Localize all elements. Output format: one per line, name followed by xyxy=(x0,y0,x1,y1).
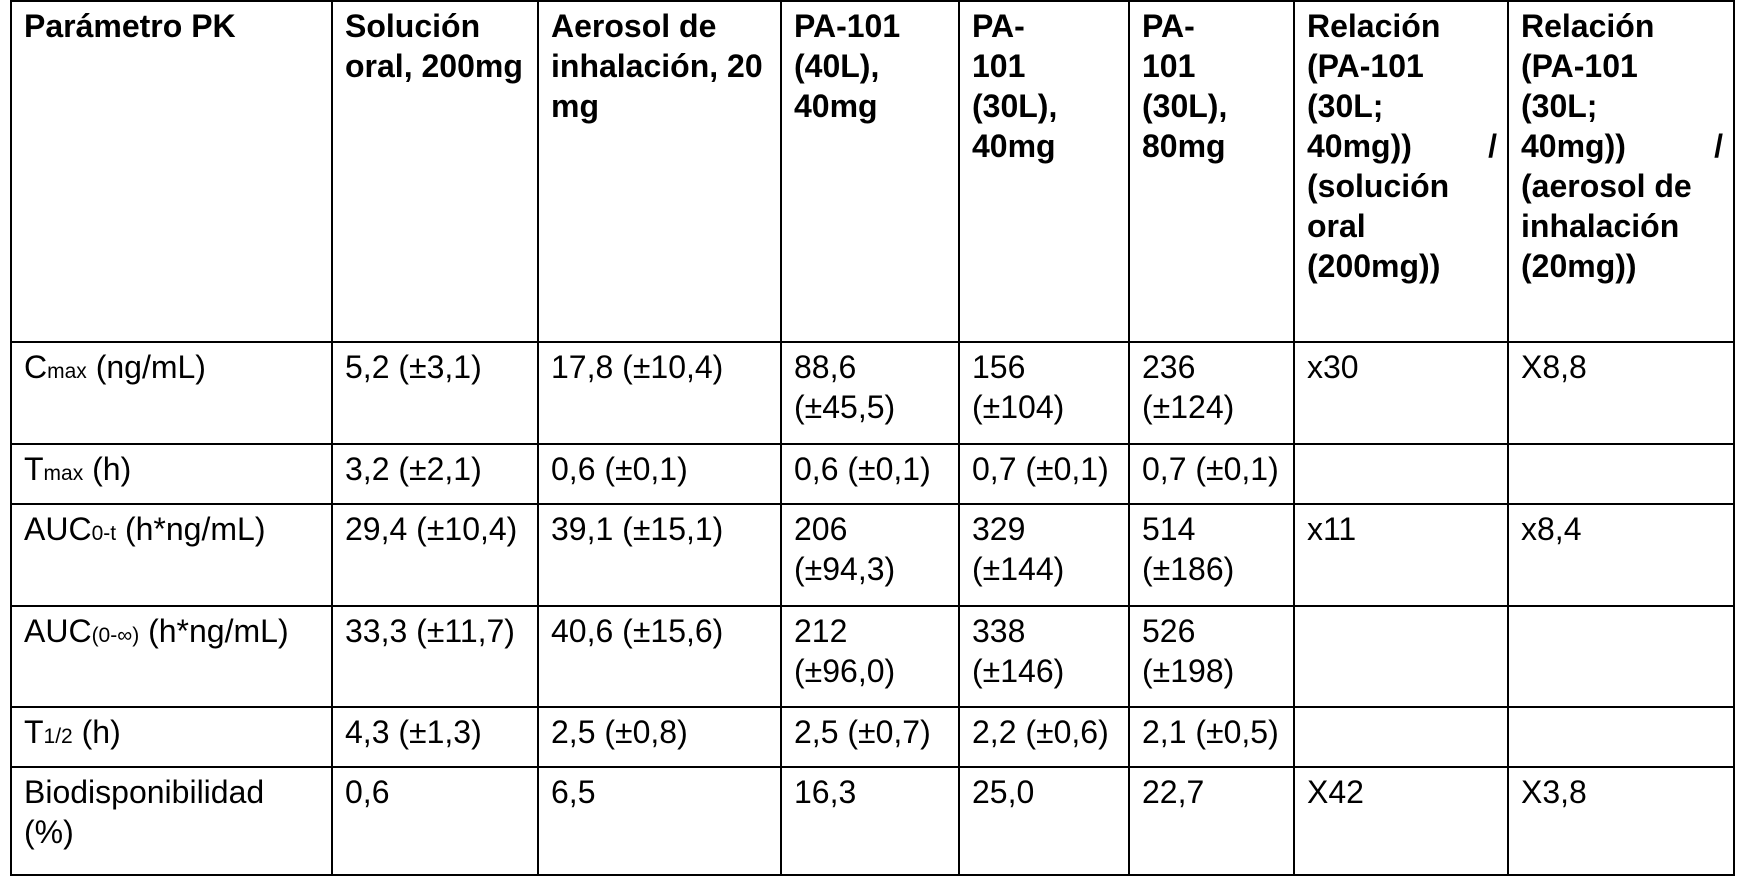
cell-ratio-aerosol: X3,8 xyxy=(1508,767,1734,875)
cell-inhalation-aerosol: 17,8 (±10,4) xyxy=(538,342,781,444)
row-label: AUC(0-∞) (h*ng/mL) xyxy=(11,606,332,708)
cell-pa101-40l-40mg: 206 (±94,3) xyxy=(781,504,959,606)
cell-oral-solution: 0,6 xyxy=(332,767,538,875)
header-ratio-oral: Relación (PA-101 (30L; 40mg)) / (solució… xyxy=(1294,1,1508,342)
cell-inhalation-aerosol: 0,6 (±0,1) xyxy=(538,444,781,504)
cell-ratio-oral: x30 xyxy=(1294,342,1508,444)
table-row-tmax: Tmax (h) 3,2 (±2,1) 0,6 (±0,1) 0,6 (±0,1… xyxy=(11,444,1734,504)
header-text: 40mg)) xyxy=(1307,126,1412,166)
cell-inhalation-aerosol: 2,5 (±0,8) xyxy=(538,707,781,767)
cell-ratio-oral xyxy=(1294,444,1508,504)
cell-pa101-30l-40mg: 0,7 (±0,1) xyxy=(959,444,1129,504)
header-text: Relación (PA-101 (30L; xyxy=(1307,6,1497,126)
header-text: 101 (30L), 40mg xyxy=(972,46,1118,166)
header-split-line: 40mg)) / xyxy=(1521,126,1723,166)
header-text-line: PA- xyxy=(1142,6,1283,46)
header-split-line: 40mg)) / xyxy=(1307,126,1497,166)
cell-inhalation-aerosol: 40,6 (±15,6) xyxy=(538,606,781,708)
header-row: Parámetro PK Solución oral, 200mg Aeroso… xyxy=(11,1,1734,342)
header-text: 40mg)) xyxy=(1521,126,1626,166)
header-parameter: Parámetro PK xyxy=(11,1,332,342)
cell-oral-solution: 3,2 (±2,1) xyxy=(332,444,538,504)
header-pa101-40l-40mg: PA-101 (40L), 40mg xyxy=(781,1,959,342)
cell-pa101-30l-40mg: 25,0 xyxy=(959,767,1129,875)
cell-pa101-40l-40mg: 0,6 (±0,1) xyxy=(781,444,959,504)
header-text: Relación (PA-101 (30L; xyxy=(1521,6,1723,126)
cell-pa101-30l-80mg: 22,7 xyxy=(1129,767,1294,875)
cell-pa101-30l-80mg: 236 (±124) xyxy=(1129,342,1294,444)
pk-parameters-table: Parámetro PK Solución oral, 200mg Aeroso… xyxy=(10,0,1735,876)
table-row-bioavailability: Biodisponibilidad (%) 0,6 6,5 16,3 25,0 … xyxy=(11,767,1734,875)
row-label: Biodisponibilidad (%) xyxy=(11,767,332,875)
cell-pa101-40l-40mg: 212 (±96,0) xyxy=(781,606,959,708)
cell-inhalation-aerosol: 39,1 (±15,1) xyxy=(538,504,781,606)
row-label: Tmax (h) xyxy=(11,444,332,504)
header-pa101-30l-80mg: PA- 101 (30L), 80mg xyxy=(1129,1,1294,342)
cell-ratio-aerosol: x8,4 xyxy=(1508,504,1734,606)
cell-pa101-30l-80mg: 514 (±186) xyxy=(1129,504,1294,606)
row-label: Cmax (ng/mL) xyxy=(11,342,332,444)
header-inhalation-aerosol: Aerosol de inhalación, 20 mg xyxy=(538,1,781,342)
cell-pa101-30l-40mg: 156 (±104) xyxy=(959,342,1129,444)
cell-inhalation-aerosol: 6,5 xyxy=(538,767,781,875)
row-label: T1/2 (h) xyxy=(11,707,332,767)
cell-ratio-aerosol xyxy=(1508,444,1734,504)
table-row-cmax: Cmax (ng/mL) 5,2 (±3,1) 17,8 (±10,4) 88,… xyxy=(11,342,1734,444)
table-row-auc-0-t: AUC0-t (h*ng/mL) 29,4 (±10,4) 39,1 (±15,… xyxy=(11,504,1734,606)
table-row-t-half: T1/2 (h) 4,3 (±1,3) 2,5 (±0,8) 2,5 (±0,7… xyxy=(11,707,1734,767)
cell-oral-solution: 33,3 (±11,7) xyxy=(332,606,538,708)
header-text-line: PA- xyxy=(972,6,1118,46)
cell-ratio-aerosol xyxy=(1508,606,1734,708)
header-text: 101 (30L), 80mg xyxy=(1142,46,1283,166)
cell-pa101-30l-80mg: 526 (±198) xyxy=(1129,606,1294,708)
cell-ratio-aerosol: X8,8 xyxy=(1508,342,1734,444)
header-text: (solución oral (200mg)) xyxy=(1307,166,1497,286)
cell-ratio-aerosol xyxy=(1508,707,1734,767)
cell-pa101-30l-40mg: 329 (±144) xyxy=(959,504,1129,606)
cell-pa101-40l-40mg: 16,3 xyxy=(781,767,959,875)
cell-pa101-40l-40mg: 2,5 (±0,7) xyxy=(781,707,959,767)
header-pa101-30l-40mg: PA- 101 (30L), 40mg xyxy=(959,1,1129,342)
cell-ratio-oral: x11 xyxy=(1294,504,1508,606)
cell-pa101-30l-80mg: 0,7 (±0,1) xyxy=(1129,444,1294,504)
cell-ratio-oral: X42 xyxy=(1294,767,1508,875)
cell-pa101-30l-80mg: 2,1 (±0,5) xyxy=(1129,707,1294,767)
cell-ratio-oral xyxy=(1294,606,1508,708)
cell-oral-solution: 5,2 (±3,1) xyxy=(332,342,538,444)
row-label: AUC0-t (h*ng/mL) xyxy=(11,504,332,606)
header-slash: / xyxy=(1488,126,1497,166)
table-row-auc-0-inf: AUC(0-∞) (h*ng/mL) 33,3 (±11,7) 40,6 (±1… xyxy=(11,606,1734,708)
cell-ratio-oral xyxy=(1294,707,1508,767)
header-ratio-aerosol: Relación (PA-101 (30L; 40mg)) / (aerosol… xyxy=(1508,1,1734,342)
cell-oral-solution: 29,4 (±10,4) xyxy=(332,504,538,606)
cell-oral-solution: 4,3 (±1,3) xyxy=(332,707,538,767)
cell-pa101-40l-40mg: 88,6 (±45,5) xyxy=(781,342,959,444)
cell-pa101-30l-40mg: 2,2 (±0,6) xyxy=(959,707,1129,767)
header-slash: / xyxy=(1714,126,1723,166)
cell-pa101-30l-40mg: 338 (±146) xyxy=(959,606,1129,708)
header-text: (aerosol de inhalación (20mg)) xyxy=(1521,166,1723,286)
header-oral-solution: Solución oral, 200mg xyxy=(332,1,538,342)
